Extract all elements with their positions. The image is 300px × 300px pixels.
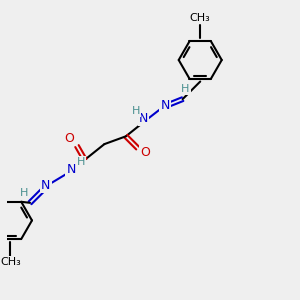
Text: H: H [182, 84, 190, 94]
Text: N: N [160, 100, 170, 112]
Text: H: H [20, 188, 28, 198]
Text: O: O [64, 132, 74, 145]
Text: O: O [140, 146, 150, 159]
Text: N: N [41, 179, 50, 192]
Text: N: N [66, 163, 76, 176]
Text: CH₃: CH₃ [0, 257, 21, 268]
Text: CH₃: CH₃ [190, 13, 211, 23]
Text: N: N [139, 112, 148, 125]
Text: H: H [131, 106, 140, 116]
Text: H: H [77, 157, 85, 167]
